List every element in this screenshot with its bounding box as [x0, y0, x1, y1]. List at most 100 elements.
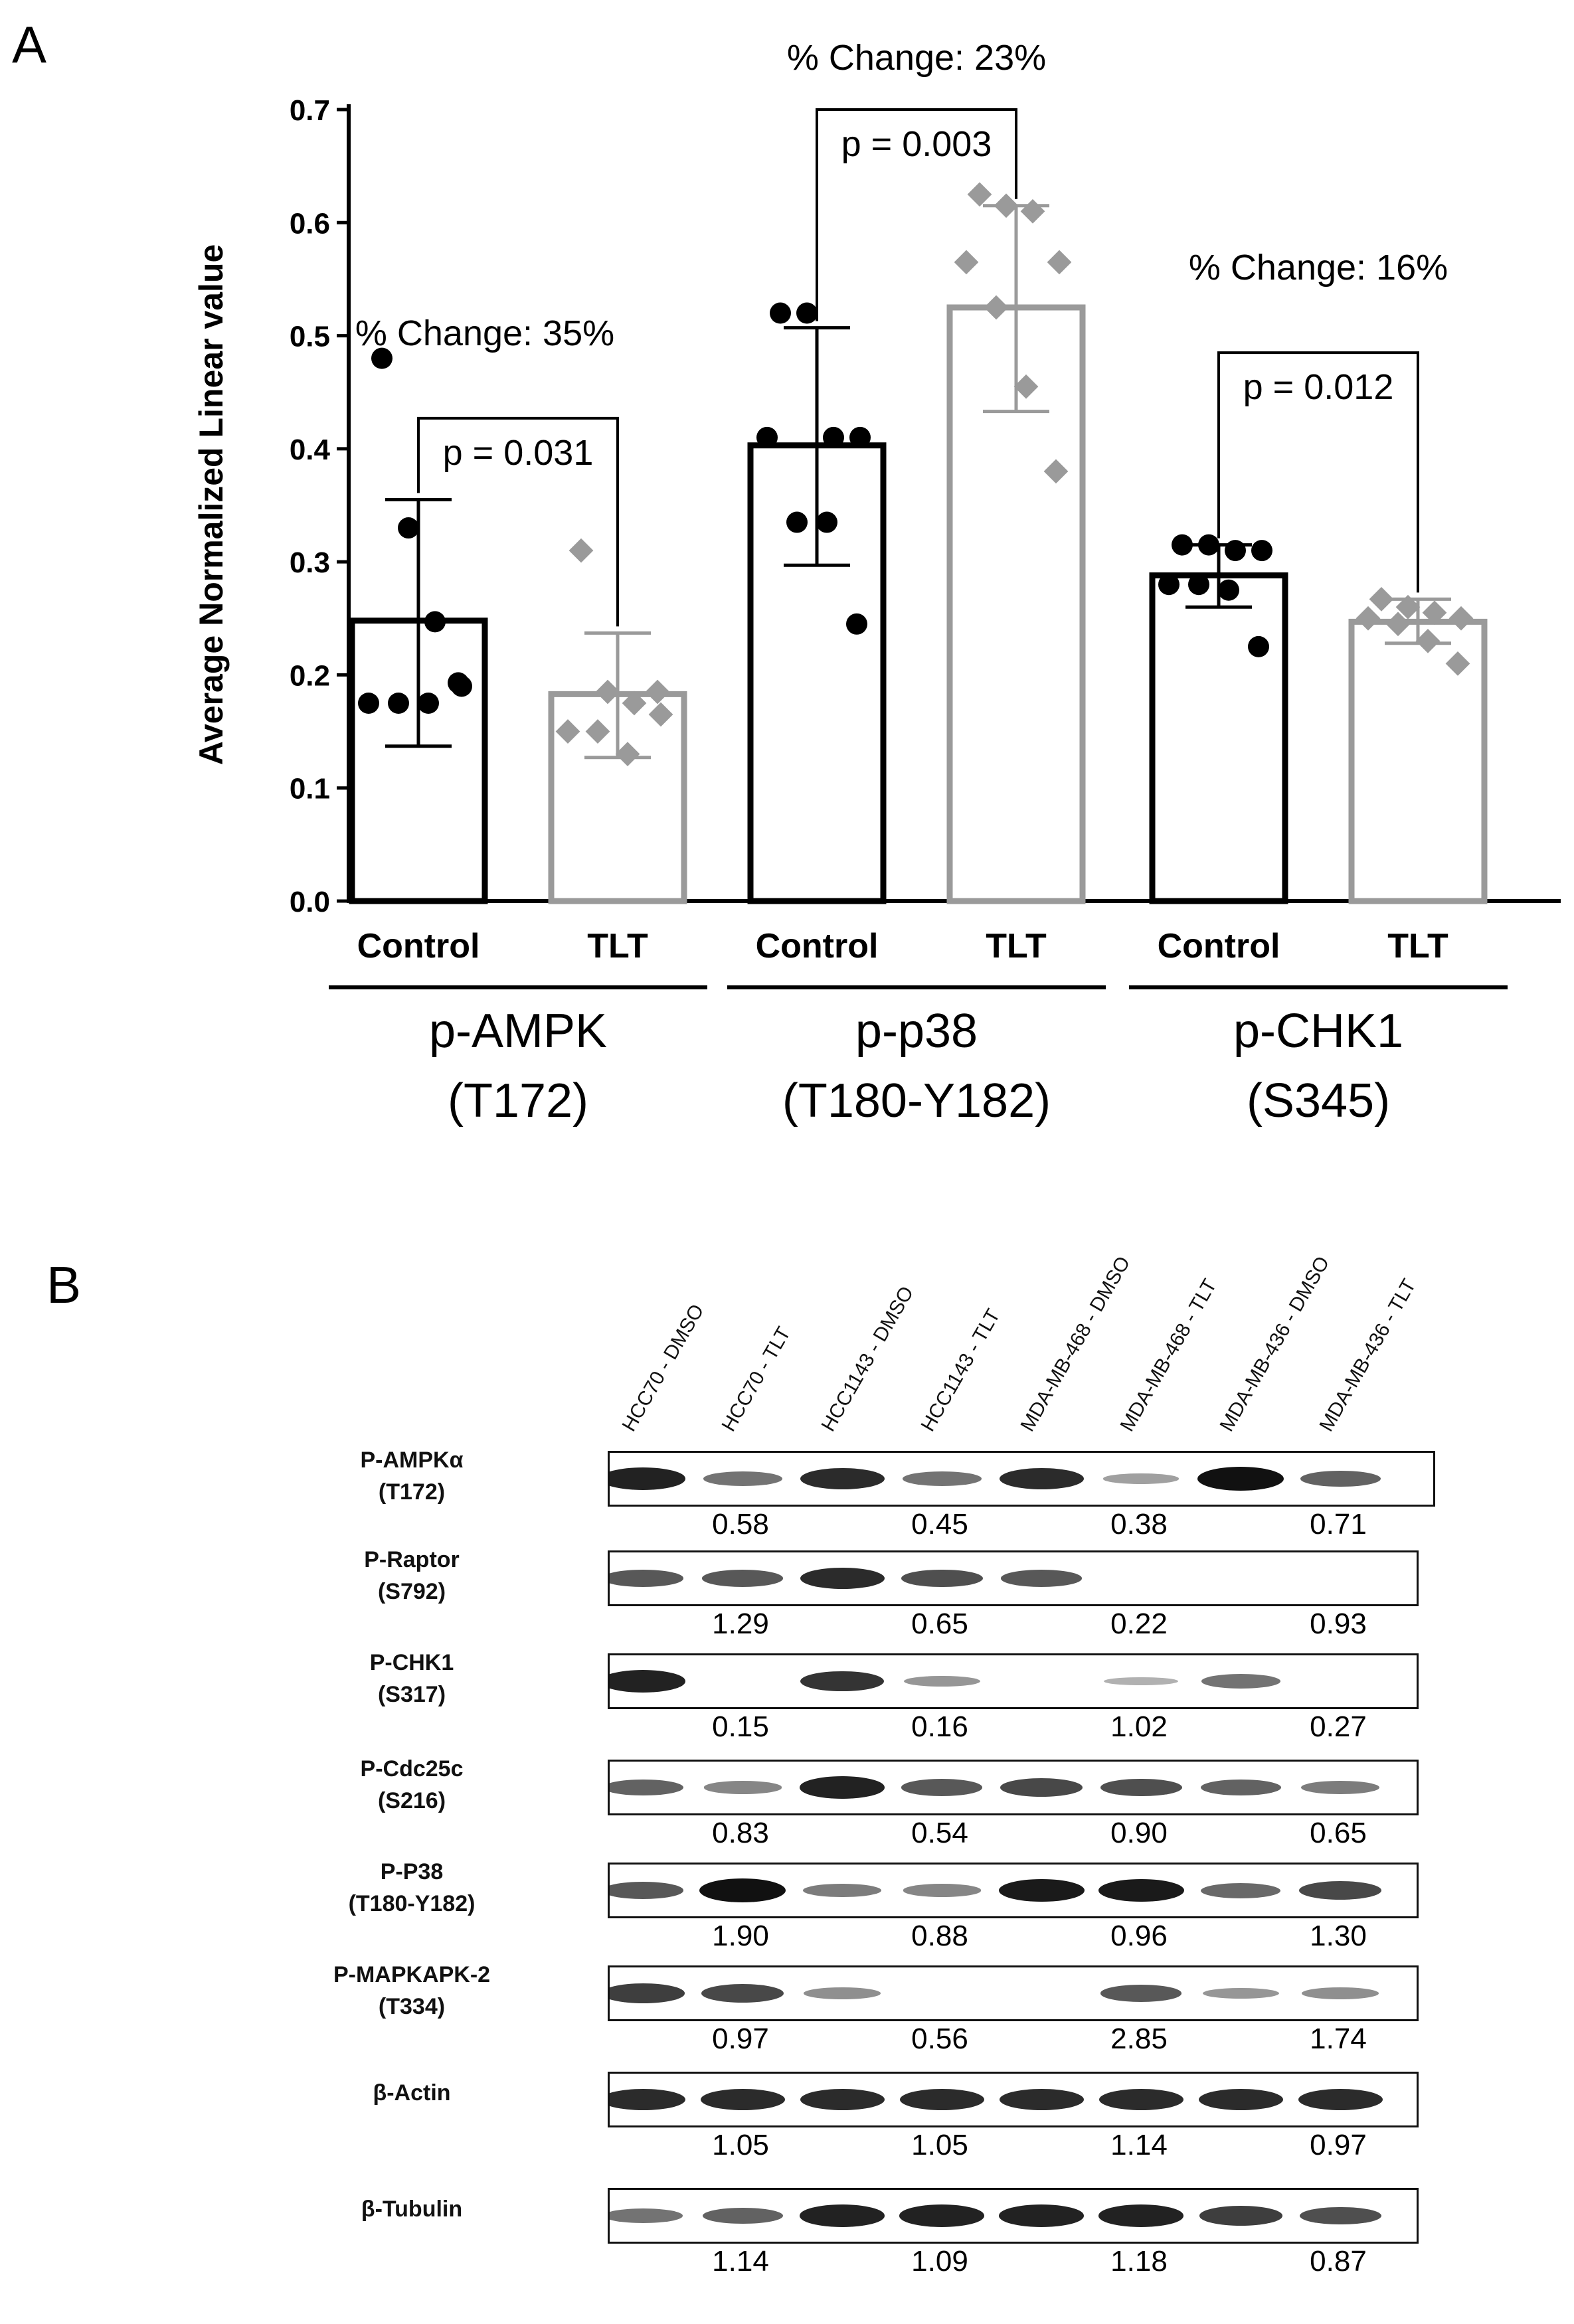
band-quant-value: 1.14 — [1110, 2129, 1168, 2161]
band-quant-value: 0.38 — [1110, 1508, 1168, 1540]
data-point — [645, 679, 670, 705]
blot-band — [703, 1471, 782, 1486]
band-quant-value: 0.97 — [712, 2023, 769, 2055]
data-point — [1225, 540, 1246, 562]
blot-band — [1300, 1470, 1381, 1487]
blot-band — [700, 2088, 785, 2111]
blot-band — [1298, 2088, 1383, 2111]
data-point — [615, 742, 640, 767]
p-value-label: p = 0.031 — [443, 433, 594, 473]
blot-band — [901, 1779, 982, 1796]
band-quant-value: 1.02 — [1110, 1710, 1168, 1743]
bar-p-CHK1-Control — [1149, 572, 1288, 904]
blot-band — [1301, 1780, 1379, 1795]
lane-label: HCC70 - DMSO — [618, 1300, 709, 1436]
blot-band — [702, 1570, 783, 1587]
band-quant-value: 0.27 — [1310, 1710, 1367, 1743]
data-point — [1188, 574, 1209, 596]
phospho-site: (T180-Y182) — [348, 1891, 476, 1916]
lane-label: MDA-MB-468 - TLT — [1116, 1275, 1221, 1436]
blot-band — [1103, 1473, 1179, 1484]
data-point — [984, 295, 1009, 320]
data-point — [418, 693, 439, 714]
phospho-site: (S216) — [377, 1788, 446, 1813]
blot-band — [800, 1776, 885, 1799]
data-point — [568, 538, 594, 563]
data-point — [796, 302, 818, 324]
lane-label: HCC1143 - DMSO — [817, 1282, 918, 1436]
blot-band — [610, 1983, 685, 2003]
band-quant-value: 0.56 — [911, 2023, 968, 2055]
band-quant-value: 1.30 — [1310, 1920, 1367, 1952]
blot-band — [804, 1987, 881, 1999]
protein-name: β-Actin — [373, 2080, 451, 2106]
y-tick-label: 0.5 — [290, 321, 330, 353]
blot-band — [999, 1467, 1084, 1490]
blot-band — [903, 1884, 981, 1897]
y-tick-label: 0.4 — [290, 434, 331, 466]
blot-band — [702, 2207, 783, 2224]
y-tick-label: 0.1 — [290, 773, 330, 805]
data-point — [1248, 635, 1269, 657]
p-value-label: p = 0.012 — [1243, 367, 1394, 407]
band-quant-value: 0.83 — [712, 1817, 769, 1849]
group-site-label: (S345) — [1247, 1074, 1390, 1127]
blot-row-label: P-CHK1 (S317) — [312, 1647, 511, 1710]
blot-band — [699, 1878, 786, 1902]
blot-band — [1001, 1570, 1082, 1587]
data-point — [1020, 199, 1045, 224]
blot-band — [1201, 1674, 1280, 1689]
band-quant-value: 0.65 — [911, 1608, 968, 1640]
band-quant-value: 0.88 — [911, 1920, 968, 1952]
data-point — [846, 613, 867, 635]
data-point — [1445, 651, 1470, 676]
group-site-label: (T180-Y182) — [782, 1074, 1051, 1127]
lane-label: MDA-MB-468 - DMSO — [1016, 1252, 1135, 1436]
blot-band — [899, 2088, 984, 2111]
blot-band — [1302, 1987, 1379, 1999]
band-quant-value: 0.93 — [1310, 1608, 1367, 1640]
blot-row-label: β-Tubulin — [312, 2193, 511, 2225]
data-point — [1013, 374, 1039, 399]
blot-band — [800, 2088, 885, 2111]
band-quant-value: 0.96 — [1110, 1920, 1168, 1952]
data-point — [1448, 606, 1474, 631]
lane-label: HCC1143 - TLT — [917, 1305, 1005, 1436]
data-point — [424, 611, 446, 633]
blot-band — [610, 1670, 685, 1693]
blot-band — [1202, 1987, 1279, 1999]
group-label: p-p38 — [855, 1005, 978, 1058]
band-quant-value: 1.74 — [1310, 2023, 1367, 2055]
band-quant-value: 1.05 — [712, 2129, 769, 2161]
chart-bars — [349, 182, 1488, 904]
blot-row-label: β-Actin — [312, 2077, 511, 2109]
percent-change-label: % Change: 23% — [787, 38, 1046, 78]
band-quant-value: 1.18 — [1110, 2245, 1168, 2278]
panel-b-letter: B — [46, 1256, 82, 1314]
blot-band — [701, 1983, 784, 2003]
data-point — [770, 302, 791, 324]
protein-name: P-Cdc25c — [360, 1756, 464, 1782]
data-point — [648, 702, 673, 727]
blot-band — [1299, 2206, 1381, 2225]
p-value-label: p = 0.003 — [841, 124, 992, 164]
data-point — [555, 719, 580, 744]
data-point — [398, 517, 419, 539]
band-quant-value: 1.14 — [712, 2245, 769, 2278]
y-tick-label: 0.2 — [290, 659, 330, 692]
blot-strip — [608, 1550, 1419, 1606]
data-point — [816, 511, 837, 533]
y-axis-label: Average Normalized Linear value — [193, 244, 230, 766]
blot-strip — [608, 1451, 1435, 1507]
blot-band — [1199, 2206, 1282, 2226]
band-quant-value: 0.22 — [1110, 1608, 1168, 1640]
blot-row-label: P-Raptor (S792) — [312, 1544, 511, 1608]
blot-band — [1200, 1779, 1281, 1796]
band-quant-value: 1.90 — [712, 1920, 769, 1952]
data-point — [994, 193, 1019, 218]
blot-strip — [608, 1965, 1419, 2021]
y-tick-label: 0.3 — [290, 546, 330, 579]
data-point — [358, 693, 379, 714]
data-point — [585, 719, 610, 744]
protein-name: P-Raptor — [364, 1547, 460, 1572]
